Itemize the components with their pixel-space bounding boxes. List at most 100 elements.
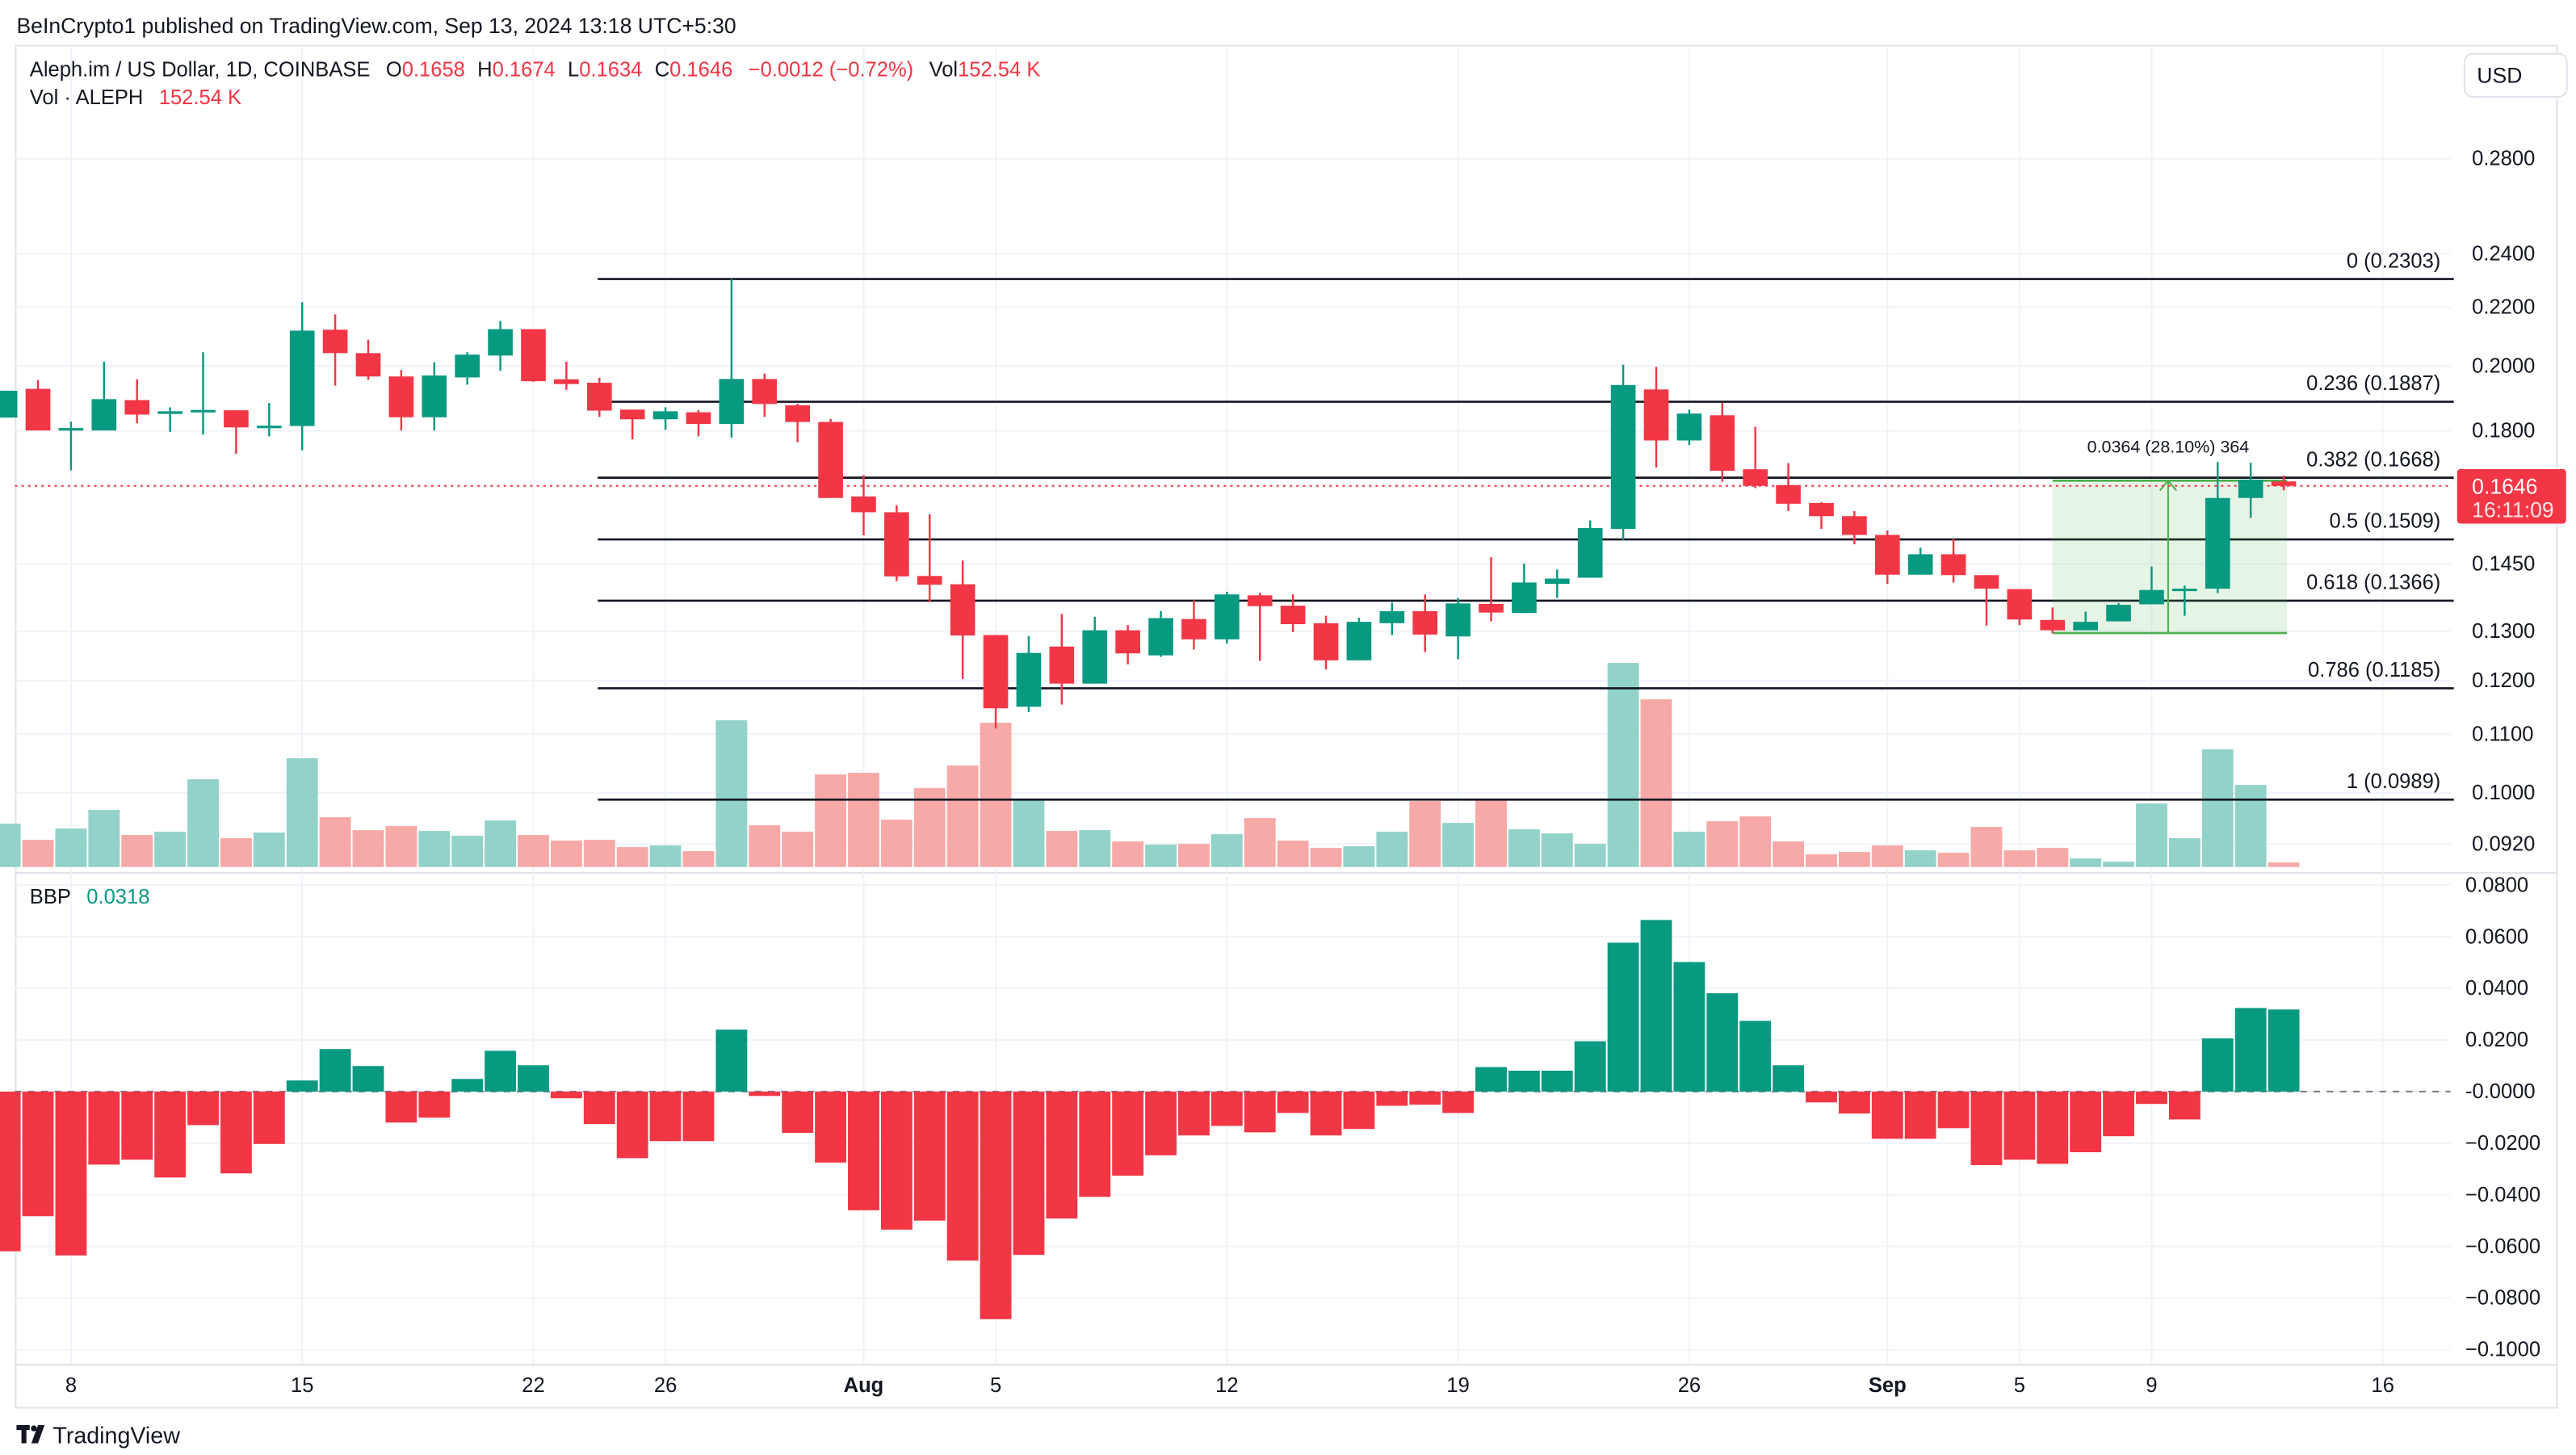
fib-level-label: 0.786 (0.1185) (2308, 659, 2440, 681)
bbp-bar (1904, 1091, 1936, 1139)
time-axis[interactable]: 8 15 22 26 Aug 5 12 19 26 Sep 5 9 16 (65, 1374, 2394, 1397)
volume-bar (88, 810, 120, 867)
bbp-bar (550, 1091, 582, 1099)
tradingview-logo-icon (16, 1424, 45, 1444)
candle-body (686, 412, 711, 425)
volume-bar (121, 835, 153, 867)
measure-box[interactable] (2052, 480, 2288, 634)
volume-bar (1409, 801, 1441, 867)
volume-bar (1607, 663, 1639, 867)
candle-body (1346, 622, 1372, 660)
volume-bar (1277, 841, 1309, 867)
price-tick-label: 0.1000 (2472, 782, 2535, 804)
volume-bar (583, 840, 615, 867)
time-tick-label: 16 (2372, 1374, 2394, 1397)
bbp-bar (1046, 1091, 1078, 1219)
price-axis[interactable]: 0.2800 0.2400 0.2200 0.2000 0.1800 0.1450 0.13… (2472, 148, 2535, 856)
bbp-bar (2037, 1091, 2069, 1164)
volume-bar (319, 817, 351, 867)
candle-body (1809, 502, 1834, 517)
candle-body (554, 379, 579, 384)
volume-bar (352, 830, 384, 867)
price-tick-label: 0.1100 (2472, 723, 2533, 745)
candle-body (1313, 623, 1339, 660)
bbp-bar (880, 1091, 913, 1230)
candle-body (91, 399, 117, 431)
bbp-tick-label: 0.0200 (2465, 1029, 2528, 1051)
bbp-bar (418, 1091, 451, 1118)
volume-bar (1739, 816, 1772, 867)
candle-body (488, 329, 513, 356)
bbp-value: 0.0318 (86, 886, 149, 908)
volume-bar (1079, 830, 1111, 867)
bbp-bar (518, 1065, 549, 1092)
bbp-bar (1079, 1091, 1111, 1197)
bbp-bar (815, 1091, 846, 1163)
volume-legend[interactable]: Vol · ALEPH 152.54 K (30, 86, 241, 109)
bbp-legend[interactable]: BBP 0.0318 (30, 886, 150, 908)
candle-body (1610, 384, 1636, 530)
candle-body (2007, 589, 2033, 620)
time-tick-label: 15 (291, 1374, 313, 1397)
time-tick-label: 9 (2146, 1374, 2157, 1397)
candle-body (1445, 603, 1471, 637)
candle-body (1743, 469, 1768, 486)
symbol-name[interactable]: Aleph.im / US Dollar, 1D, COINBASE (30, 58, 371, 81)
bbp-bar (1937, 1091, 1970, 1129)
bbp-bar (1178, 1091, 1210, 1136)
bbp-bar (1739, 1021, 1772, 1092)
time-tick-label: 22 (522, 1374, 544, 1397)
volume-bar (154, 832, 187, 867)
bar-countdown: 16:11:09 (2472, 497, 2554, 522)
volume-bar (1046, 831, 1078, 867)
fib-level-label: 0 (0.2303) (2347, 249, 2440, 272)
symbol-legend[interactable]: Aleph.im / US Dollar, 1D, COINBASE O0.16… (30, 58, 1041, 81)
volume-bar (2234, 785, 2267, 867)
tradingview-logo[interactable]: TradingView (16, 1423, 180, 1449)
bbp-tick-label: -0.0000 (2465, 1080, 2536, 1103)
candle-body (917, 576, 942, 585)
bbp-tick-label: 0.0600 (2465, 925, 2528, 948)
bbp-bar (1673, 962, 1705, 1092)
volume-bar (715, 720, 748, 867)
bbp-bar (2201, 1038, 2234, 1092)
volume-bar (2103, 862, 2134, 867)
currency-button[interactable]: USD (2463, 52, 2568, 98)
bbp-bar (1607, 942, 1639, 1092)
bbp-bar (1145, 1091, 1177, 1155)
candle-body (191, 409, 216, 413)
volume-bar (616, 847, 648, 867)
volume-bar (782, 832, 814, 867)
bbp-bar (2234, 1008, 2267, 1092)
price-range-measure[interactable]: 0.0364 (28.10%) 364 (2052, 438, 2288, 635)
bbp-bar (1112, 1091, 1144, 1176)
time-tick-label: Aug (844, 1374, 884, 1397)
volume-bar (1838, 852, 1870, 867)
bbp-axis[interactable]: 0.0800 0.0600 0.0400 0.0200 -0.0000 −0.0200 −0… (2465, 874, 2540, 1361)
candle-body (1577, 528, 1603, 578)
bbp-bar (1310, 1091, 1342, 1136)
candle-body (289, 330, 315, 426)
candle-body (2238, 479, 2263, 498)
close-value: 0.1646 (669, 58, 732, 81)
candle-body (355, 353, 381, 377)
price-tick-label: 0.2200 (2472, 296, 2535, 319)
bbp-bar (253, 1091, 285, 1144)
candle-body (2205, 497, 2230, 589)
volume-bar (22, 840, 54, 867)
volume-bar (649, 845, 682, 867)
candle-body (1710, 415, 1735, 471)
candle-body (619, 409, 645, 420)
bbp-bar (1244, 1091, 1276, 1133)
volume-bar (385, 826, 417, 867)
volume-bar (1376, 832, 1408, 867)
fib-level-label: 0.236 (0.1887) (2306, 372, 2440, 395)
price-tick-label: 0.1200 (2472, 669, 2535, 692)
volume-bar (913, 788, 946, 867)
candle-body (851, 496, 876, 513)
candle-body (1874, 535, 1900, 575)
volume-bar (946, 765, 979, 867)
chart-frame (15, 44, 2558, 1409)
bbp-bar (1508, 1071, 1540, 1092)
